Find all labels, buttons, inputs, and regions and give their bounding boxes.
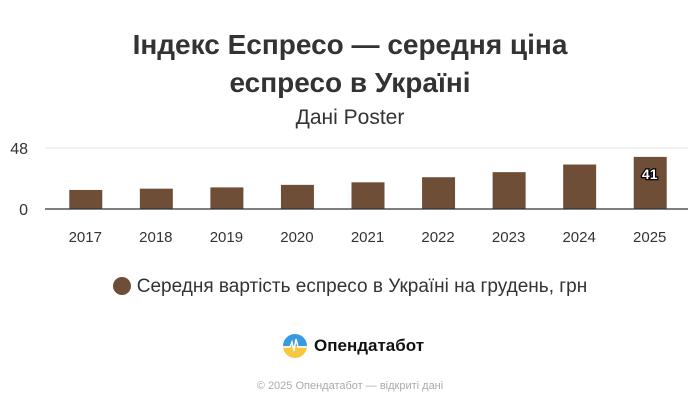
bar-2019 [210, 187, 244, 209]
x-tick-label: 2017 [69, 229, 102, 246]
bar-2018 [139, 188, 173, 209]
x-tick-label: 2023 [492, 229, 525, 246]
x-tick-label: 2025 [633, 229, 666, 246]
y-tick-label: 48 [10, 141, 28, 158]
x-tick-label: 2019 [210, 229, 243, 246]
opendatabot-logo[interactable]: Опендатабот [282, 333, 424, 359]
logo-icon [283, 334, 307, 358]
bar-2020 [280, 184, 314, 209]
x-tick-label: 2021 [351, 229, 384, 246]
logo-text: Опендатабот [314, 336, 425, 355]
legend[interactable]: Середня вартість еспресо в Україні на гр… [0, 276, 700, 298]
chart-subtitle: Дані Poster [295, 106, 405, 129]
bar-2024 [563, 164, 597, 209]
bar-2025 [633, 156, 667, 209]
x-tick-label: 2020 [280, 229, 313, 246]
chart-title-line-1: Індекс Еспресо — середня ціна [132, 29, 568, 60]
legend-marker [112, 277, 131, 295]
bar-2017 [69, 189, 103, 209]
x-tick-label: 2018 [139, 229, 172, 246]
data-label: 41 [642, 166, 658, 182]
x-tick-label: 2022 [421, 229, 454, 246]
x-tick-label: 2024 [562, 229, 595, 246]
bar-2021 [351, 182, 385, 209]
footer: © 2025 Опендатабот — відкриті дані [256, 380, 444, 392]
bar-chart: 0 48 2017 2018 2019 2020 2021 2022 2023 2024 2025 4… [10, 141, 688, 246]
bar-2023 [492, 172, 526, 209]
y-tick-label: 0 [19, 202, 28, 219]
chart-title-line-2: еспресо в Україні [229, 67, 471, 98]
bar-2022 [422, 177, 456, 209]
legend-label: Середня вартість еспресо в Україні на гр… [136, 276, 588, 297]
